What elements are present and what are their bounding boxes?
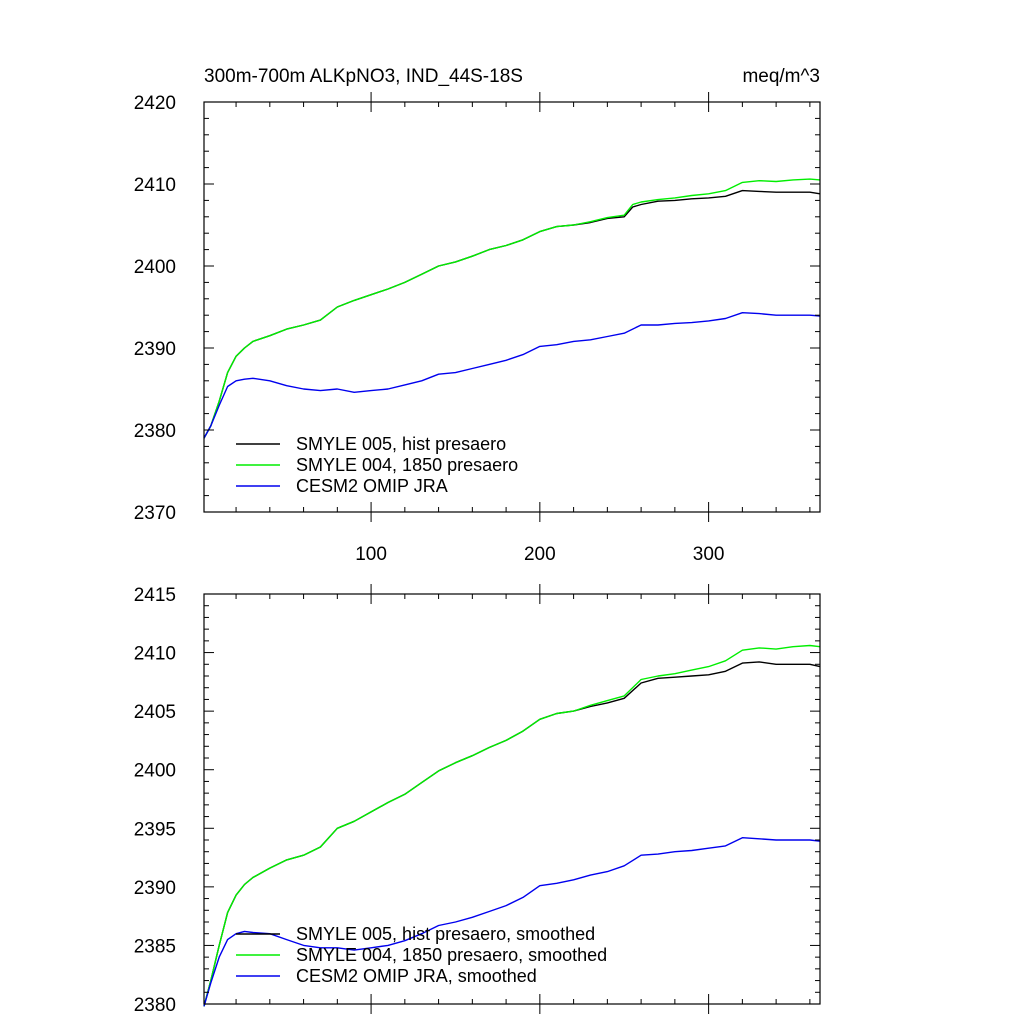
top-series-line-1: [203, 178, 821, 439]
bottom-y-tick-label: 2395: [134, 819, 176, 840]
top-y-tick-label: 2370: [134, 503, 176, 524]
top-panel: 300m-700m ALKpNO3, IND_44S-18S meq/m^3 2…: [134, 66, 821, 565]
bottom-legend-label-0: SMYLE 005, hist presaero, smoothed: [296, 924, 595, 944]
top-series-line-2: [203, 312, 821, 439]
bottom-y-tick-label: 2390: [134, 878, 176, 899]
bottom-plot-frame: [203, 593, 821, 1005]
bottom-legend-label-2: CESM2 OMIP JRA, smoothed: [296, 966, 537, 986]
top-series-line-0: [203, 189, 821, 439]
top-legend-label-0: SMYLE 005, hist presaero: [296, 434, 506, 454]
bottom-panel: 2380 2385 2390 2395 2400 2405 2410 2415 SMYLE 00…: [134, 584, 821, 1016]
bottom-y-tick-label: 2380: [134, 995, 176, 1016]
top-y-tick-label: 2390: [134, 339, 176, 360]
bottom-y-tick-label: 2410: [134, 644, 176, 665]
top-plot-frame: [203, 101, 821, 513]
units-label: meq/m^3: [742, 66, 820, 87]
bottom-y-tick-label: 2415: [134, 585, 176, 606]
bottom-y-tick-label: 2405: [134, 702, 176, 723]
top-y-tick-label: 2380: [134, 421, 176, 442]
chart-title: 300m-700m ALKpNO3, IND_44S-18S: [204, 66, 523, 87]
top-y-tick-label: 2420: [134, 93, 176, 114]
top-y-tick-label: 2410: [134, 175, 176, 196]
top-y-tick-label: 2400: [134, 257, 176, 278]
bottom-y-tick-label: 2385: [134, 936, 176, 957]
top-legend-label-1: SMYLE 004, 1850 presaero: [296, 455, 518, 475]
top-x-tick-label: 100: [355, 544, 387, 565]
bottom-series-line-1: [203, 644, 821, 1007]
bottom-y-tick-label: 2400: [134, 761, 176, 782]
top-x-tick-label: 300: [693, 544, 725, 565]
top-legend-label-2: CESM2 OMIP JRA: [296, 476, 448, 496]
top-x-tick-label: 200: [524, 544, 556, 565]
bottom-legend-label-1: SMYLE 004, 1850 presaero, smoothed: [296, 945, 607, 965]
